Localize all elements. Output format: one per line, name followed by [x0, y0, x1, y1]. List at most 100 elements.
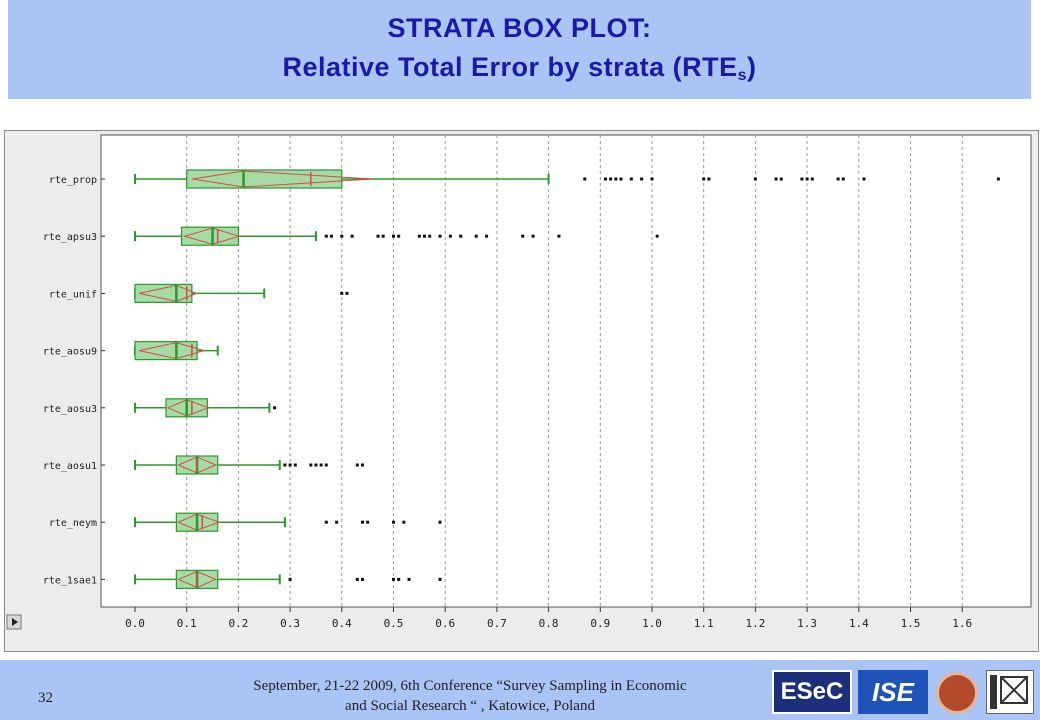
x-tick-label: 0.9 — [590, 617, 610, 630]
category-label: rte_aosu9 — [43, 347, 97, 358]
outlier-point — [355, 463, 359, 467]
plot-frame: 0.0 0.1 0.2 0.3 0.4 0.5 0.6 0.7 0.8 0.9 1.0 1.1 1.2 1… — [4, 130, 1039, 652]
outlier-point — [324, 463, 328, 467]
outlier-point — [619, 177, 623, 181]
notch — [139, 284, 198, 302]
outlier-point — [702, 177, 706, 181]
outlier-point — [288, 577, 292, 581]
x-tick-label: 1.4 — [849, 617, 869, 630]
outlier-point — [350, 234, 354, 238]
outlier-point — [360, 520, 364, 524]
footer-caption: September, 21-22 2009, 6th Conference “S… — [180, 676, 760, 716]
outlier-point — [841, 177, 845, 181]
bicocca-logo-mark — [990, 675, 1028, 709]
notch — [177, 456, 217, 474]
outlier-point — [521, 234, 525, 238]
outlier-point — [335, 520, 339, 524]
university-seal-logo — [936, 672, 978, 714]
notch — [177, 570, 217, 588]
outlier-point — [381, 234, 385, 238]
outlier-point — [273, 406, 277, 410]
notch — [192, 170, 373, 188]
x-tick-label: 0.2 — [228, 617, 248, 630]
notch — [182, 227, 241, 245]
outlier-point — [376, 234, 380, 238]
outlier-point — [345, 291, 349, 295]
category-label: rte_neym — [49, 518, 97, 529]
outlier-point — [428, 234, 432, 238]
outlier-point — [629, 177, 633, 181]
outlier-point — [779, 177, 783, 181]
outlier-point — [474, 234, 478, 238]
x-tick-label: 0.6 — [435, 617, 455, 630]
category-label: rte_prop — [49, 175, 97, 186]
x-tick-label: 1.5 — [901, 617, 921, 630]
outlier-point — [650, 177, 654, 181]
subtitle-subscript: s — [737, 67, 748, 84]
outlier-point — [360, 577, 364, 581]
category-label: rte_1sae1 — [43, 575, 97, 586]
outlier-point — [329, 234, 333, 238]
outlier-point — [640, 177, 644, 181]
outlier-point — [609, 177, 613, 181]
x-tick-label: 0.1 — [177, 617, 197, 630]
page-subtitle: Relative Total Error by strata (RTEs) — [8, 52, 1031, 85]
outlier-point — [459, 234, 463, 238]
subtitle-text: Relative Total Error by strata (RTE — [282, 52, 738, 82]
outlier-point — [397, 234, 401, 238]
outlier-point — [288, 463, 292, 467]
outlier-point — [319, 463, 323, 467]
footer-line-2: and Social Research “ , Katowice, Poland — [345, 698, 595, 714]
outlier-point — [753, 177, 757, 181]
subtitle-close: ) — [747, 52, 757, 82]
x-tick-label: 1.2 — [745, 617, 765, 630]
outlier-point — [438, 520, 442, 524]
outlier-point — [603, 177, 607, 181]
outlier-point — [862, 177, 866, 181]
outlier-point — [392, 577, 395, 581]
bicocca-logo — [986, 670, 1034, 714]
x-tick-label: 1.6 — [952, 617, 972, 630]
x-tick-label: 0.5 — [384, 617, 404, 630]
outlier-point — [340, 291, 344, 295]
outlier-point — [485, 234, 489, 238]
x-tick-label: 0.3 — [280, 617, 300, 630]
outlier-point — [407, 577, 411, 581]
outlier-point — [314, 463, 318, 467]
x-tick-label: 0.4 — [332, 617, 352, 630]
outlier-point — [655, 234, 659, 238]
boxplot-chart: 0.0 0.1 0.2 0.3 0.4 0.5 0.6 0.7 0.8 0.9 1.0 1.1 1.2 1… — [6, 134, 1032, 630]
outlier-point — [438, 234, 442, 238]
x-tick-label: 0.0 — [125, 617, 145, 630]
box — [134, 283, 193, 303]
x-tick-label: 0.7 — [487, 617, 507, 630]
outlier-point — [707, 177, 711, 181]
outlier-point — [996, 177, 1000, 181]
outlier-point — [283, 463, 287, 467]
x-tick-label: 0.8 — [539, 617, 559, 630]
outlier-point — [800, 177, 804, 181]
outlier-point — [836, 177, 840, 181]
scroll-arrow-icon — [12, 618, 18, 626]
category-label: rte_aosu3 — [43, 404, 97, 415]
outlier-point — [438, 577, 442, 581]
outlier-point — [293, 463, 297, 467]
outlier-point — [423, 234, 427, 238]
category-label: rte_aosu1 — [43, 461, 97, 472]
category-label: rte_apsu3 — [43, 232, 97, 243]
outlier-point — [392, 234, 395, 238]
x-tick-label: 1.3 — [797, 617, 817, 630]
footer-line-1: September, 21-22 2009, 6th Conference “S… — [253, 678, 687, 694]
outlier-point — [397, 577, 401, 581]
outlier-point — [324, 234, 328, 238]
category-label: rte_unif — [49, 289, 97, 300]
ise-logo: ISE — [858, 670, 928, 714]
notch — [177, 513, 221, 531]
outlier-point — [340, 234, 344, 238]
outlier-point — [355, 577, 359, 581]
outlier-point — [448, 234, 452, 238]
outlier-point — [614, 177, 618, 181]
outlier-point — [774, 177, 778, 181]
notch — [166, 399, 210, 417]
outlier-point — [810, 177, 814, 181]
